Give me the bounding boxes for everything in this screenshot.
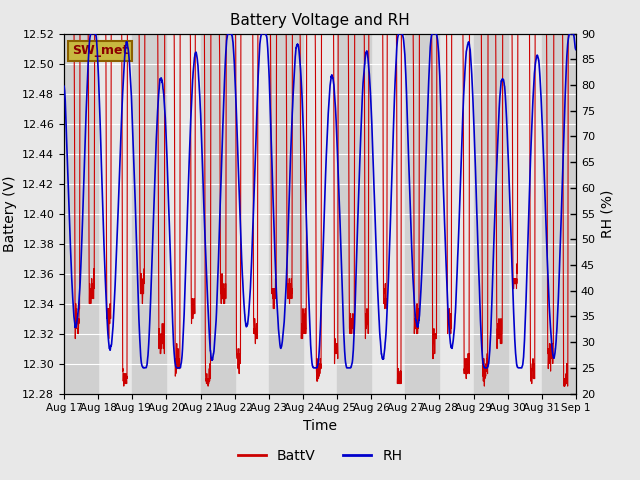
Title: Battery Voltage and RH: Battery Voltage and RH — [230, 13, 410, 28]
Bar — [405, 34, 440, 394]
Bar — [64, 34, 98, 394]
Bar — [542, 34, 576, 394]
Y-axis label: Battery (V): Battery (V) — [3, 175, 17, 252]
Bar — [474, 34, 508, 394]
X-axis label: Time: Time — [303, 419, 337, 433]
Legend: BattV, RH: BattV, RH — [232, 443, 408, 468]
Bar — [132, 34, 166, 394]
Bar — [337, 34, 371, 394]
Bar — [200, 34, 235, 394]
Y-axis label: RH (%): RH (%) — [600, 190, 614, 238]
Text: SW_met: SW_met — [72, 44, 128, 58]
Bar — [269, 34, 303, 394]
